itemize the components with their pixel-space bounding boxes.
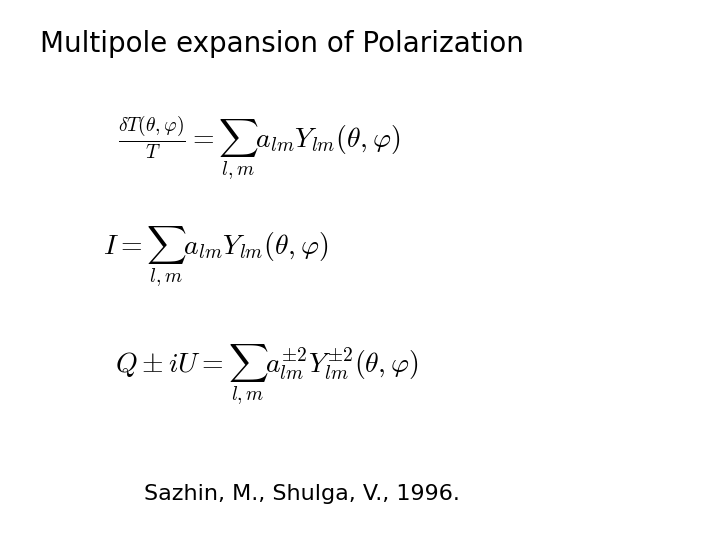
Text: $Q \pm iU = \sum_{l,m} a_{lm}^{\pm 2} Y_{lm}^{\pm 2}(\theta,\varphi)$: $Q \pm iU = \sum_{l,m} a_{lm}^{\pm 2} Y_…	[114, 343, 418, 407]
Text: Multipole expansion of Polarization: Multipole expansion of Polarization	[40, 30, 523, 58]
Text: $\frac{\delta T(\theta,\varphi)}{T} = \sum_{l,m} a_{lm} Y_{lm}(\theta,\varphi)$: $\frac{\delta T(\theta,\varphi)}{T} = \s…	[118, 115, 400, 182]
Text: Sazhin, M., Shulga, V., 1996.: Sazhin, M., Shulga, V., 1996.	[145, 484, 460, 504]
Text: $I = \sum_{l,m} a_{lm} Y_{lm}(\theta,\varphi)$: $I = \sum_{l,m} a_{lm} Y_{lm}(\theta,\va…	[103, 225, 329, 288]
